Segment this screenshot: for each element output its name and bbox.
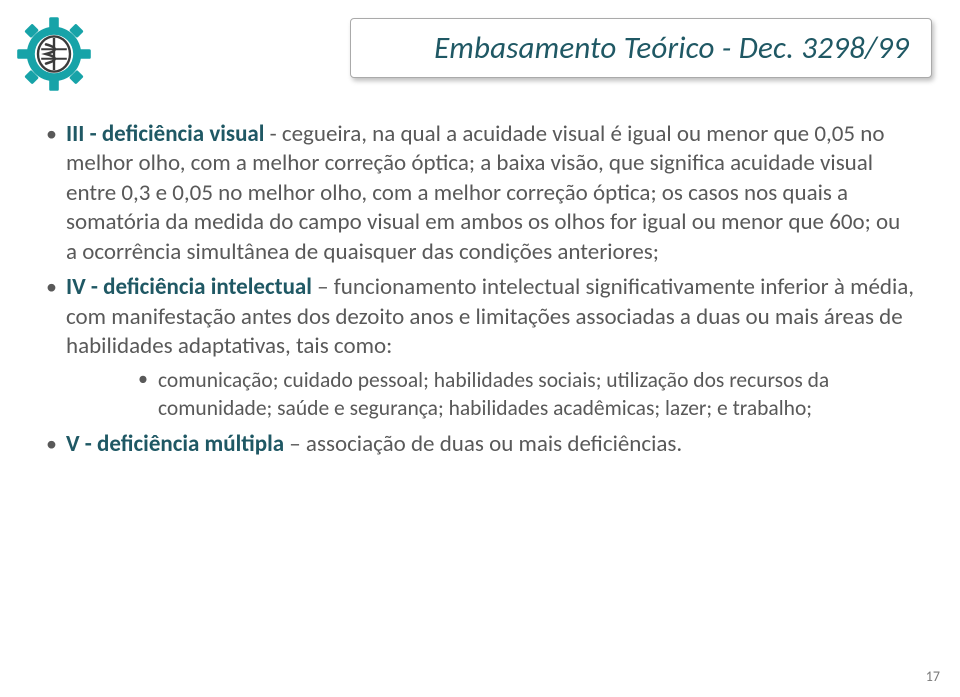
bullet-v-rest: – associação de duas ou mais deficiência…	[284, 430, 682, 458]
sub-bullet: comunicação; cuidado pessoal; habilidade…	[136, 366, 916, 423]
bullet-iv: IV - deficiência intelectual – funcionam…	[44, 273, 916, 422]
page-number: 17	[926, 668, 940, 685]
bullet-v-lead: V - deficiência múltipla	[66, 430, 284, 458]
bullet-v: V - deficiência múltipla – associação de…	[44, 430, 916, 459]
bullet-iii-lead: III - deficiência visual	[66, 120, 264, 148]
header-logo	[14, 14, 94, 94]
content-area: III - deficiência visual - cegueira, na …	[44, 120, 916, 466]
page-title: Embasamento Teórico - Dec. 3298/99	[373, 29, 909, 67]
bullet-iv-lead: IV - deficiência intelectual	[66, 273, 312, 301]
title-box: Embasamento Teórico - Dec. 3298/99	[350, 18, 932, 78]
bullet-iii: III - deficiência visual - cegueira, na …	[44, 120, 916, 267]
